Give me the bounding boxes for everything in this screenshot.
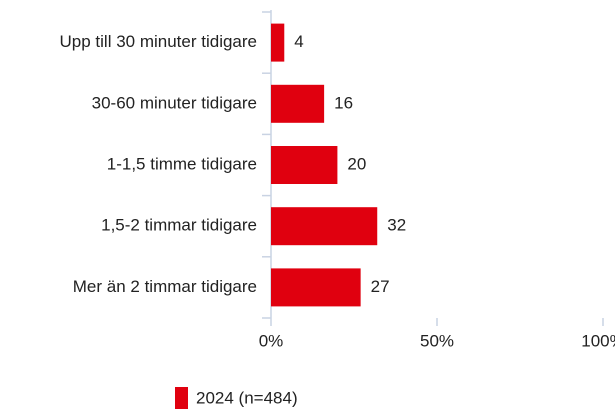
y-tick-label: Upp till 30 minuter tidigare [60,32,257,51]
data-label: 16 [334,93,353,112]
x-tick-label: 100% [581,331,615,350]
x-tick-label: 0% [259,331,284,350]
bar [271,268,361,307]
y-tick-label: Mer än 2 timmar tidigare [73,277,257,296]
legend-label: 2024 (n=484) [196,388,298,407]
data-label: 20 [347,154,366,173]
legend-swatch [175,387,188,409]
x-tick-label: 50% [420,331,454,350]
data-label: 32 [387,216,406,235]
bar [271,207,378,246]
bar [271,146,338,184]
y-tick-label: 1-1,5 timme tidigare [107,154,257,173]
data-label: 27 [371,277,390,296]
y-tick-label: 1,5-2 timmar tidigare [101,216,257,235]
bar [271,23,285,62]
data-label: 4 [294,32,303,51]
y-tick-label: 30-60 minuter tidigare [92,93,257,112]
bar [271,84,325,123]
